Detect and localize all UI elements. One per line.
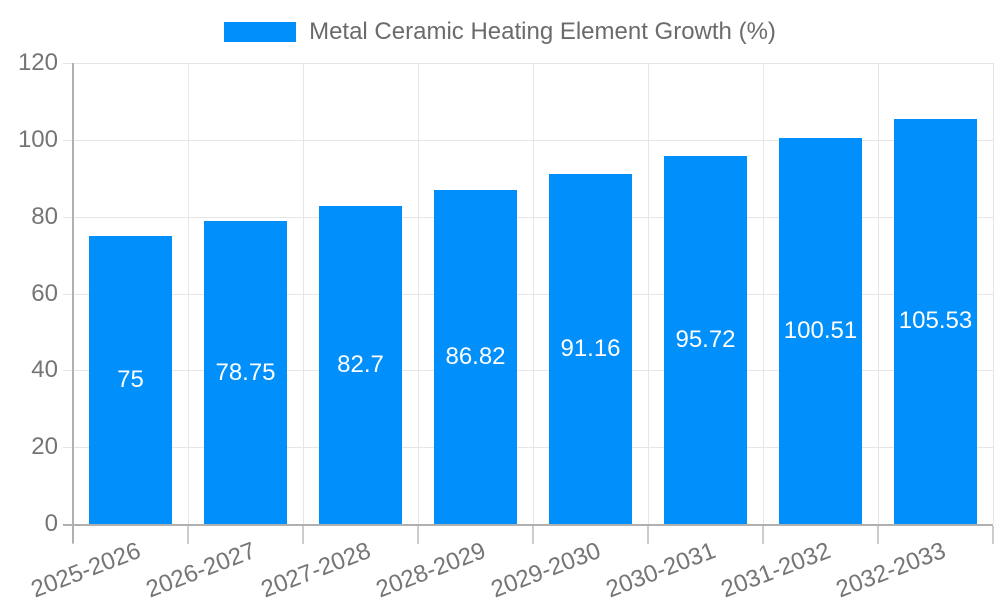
bar[interactable] [549,173,632,524]
y-tick-label: 100 [17,125,58,153]
bar[interactable] [89,235,172,524]
bar[interactable] [894,118,977,524]
y-tick-label: 120 [17,49,58,76]
x-tick [532,526,534,544]
y-axis-line [72,63,74,543]
x-tick-label: 2025-2026 [26,537,144,600]
x-tick-label: 2032-2033 [831,537,949,600]
x-tick [187,526,189,544]
bar-value-label: 105.53 [898,307,973,335]
y-tick-label: 20 [31,433,58,461]
bar-value-label: 95.72 [675,326,736,354]
x-axis-line [63,524,993,526]
v-gridline [648,63,649,524]
x-tick [417,526,419,544]
v-gridline [188,63,189,524]
bar-value-label: 78.75 [215,358,276,386]
v-gridline [533,63,534,524]
v-gridline [993,63,994,524]
x-tick [302,526,304,544]
x-tick-label: 2031-2032 [716,537,834,600]
y-tick-label: 60 [31,279,58,307]
x-tick [992,526,994,544]
v-gridline [418,63,419,524]
bar-value-label: 82.7 [337,351,384,379]
legend-label: Metal Ceramic Heating Element Growth (%) [309,18,776,45]
v-gridline [878,63,879,524]
y-gridline [63,216,993,218]
bar[interactable] [434,190,517,524]
x-tick-label: 2028-2029 [371,537,489,600]
y-gridline [63,139,993,141]
y-gridline [63,370,993,372]
bar[interactable] [779,137,862,524]
bar[interactable] [319,206,402,524]
x-tick [877,526,879,544]
legend-swatch [224,22,297,42]
bar[interactable] [204,221,287,524]
y-tick-label: 40 [31,356,58,384]
y-tick-label: 80 [31,202,58,230]
y-gridline [63,447,993,449]
x-tick-label: 2027-2028 [256,537,374,600]
y-tick-label: 0 [44,510,58,537]
bar-value-label: 91.16 [560,334,621,362]
v-gridline [303,63,304,524]
bar-value-label: 100.51 [783,316,858,344]
plot-area: 0 20 40 60 80 100 120 75 2025-2026 78.75 2026-2027… [18,51,994,600]
v-gridline [763,63,764,524]
legend: Metal Ceramic Heating Element Growth (%) [0,18,1000,46]
y-gridline [63,63,993,64]
x-tick-label: 2029-2030 [486,537,604,600]
bar[interactable] [664,156,747,524]
x-tick [762,526,764,544]
bar-value-label: 86.82 [445,343,506,371]
x-tick-label: 2030-2031 [601,537,719,600]
x-tick [647,526,649,544]
y-gridline [63,293,993,295]
bar-value-label: 75 [117,365,144,393]
x-tick-label: 2026-2027 [141,537,259,600]
